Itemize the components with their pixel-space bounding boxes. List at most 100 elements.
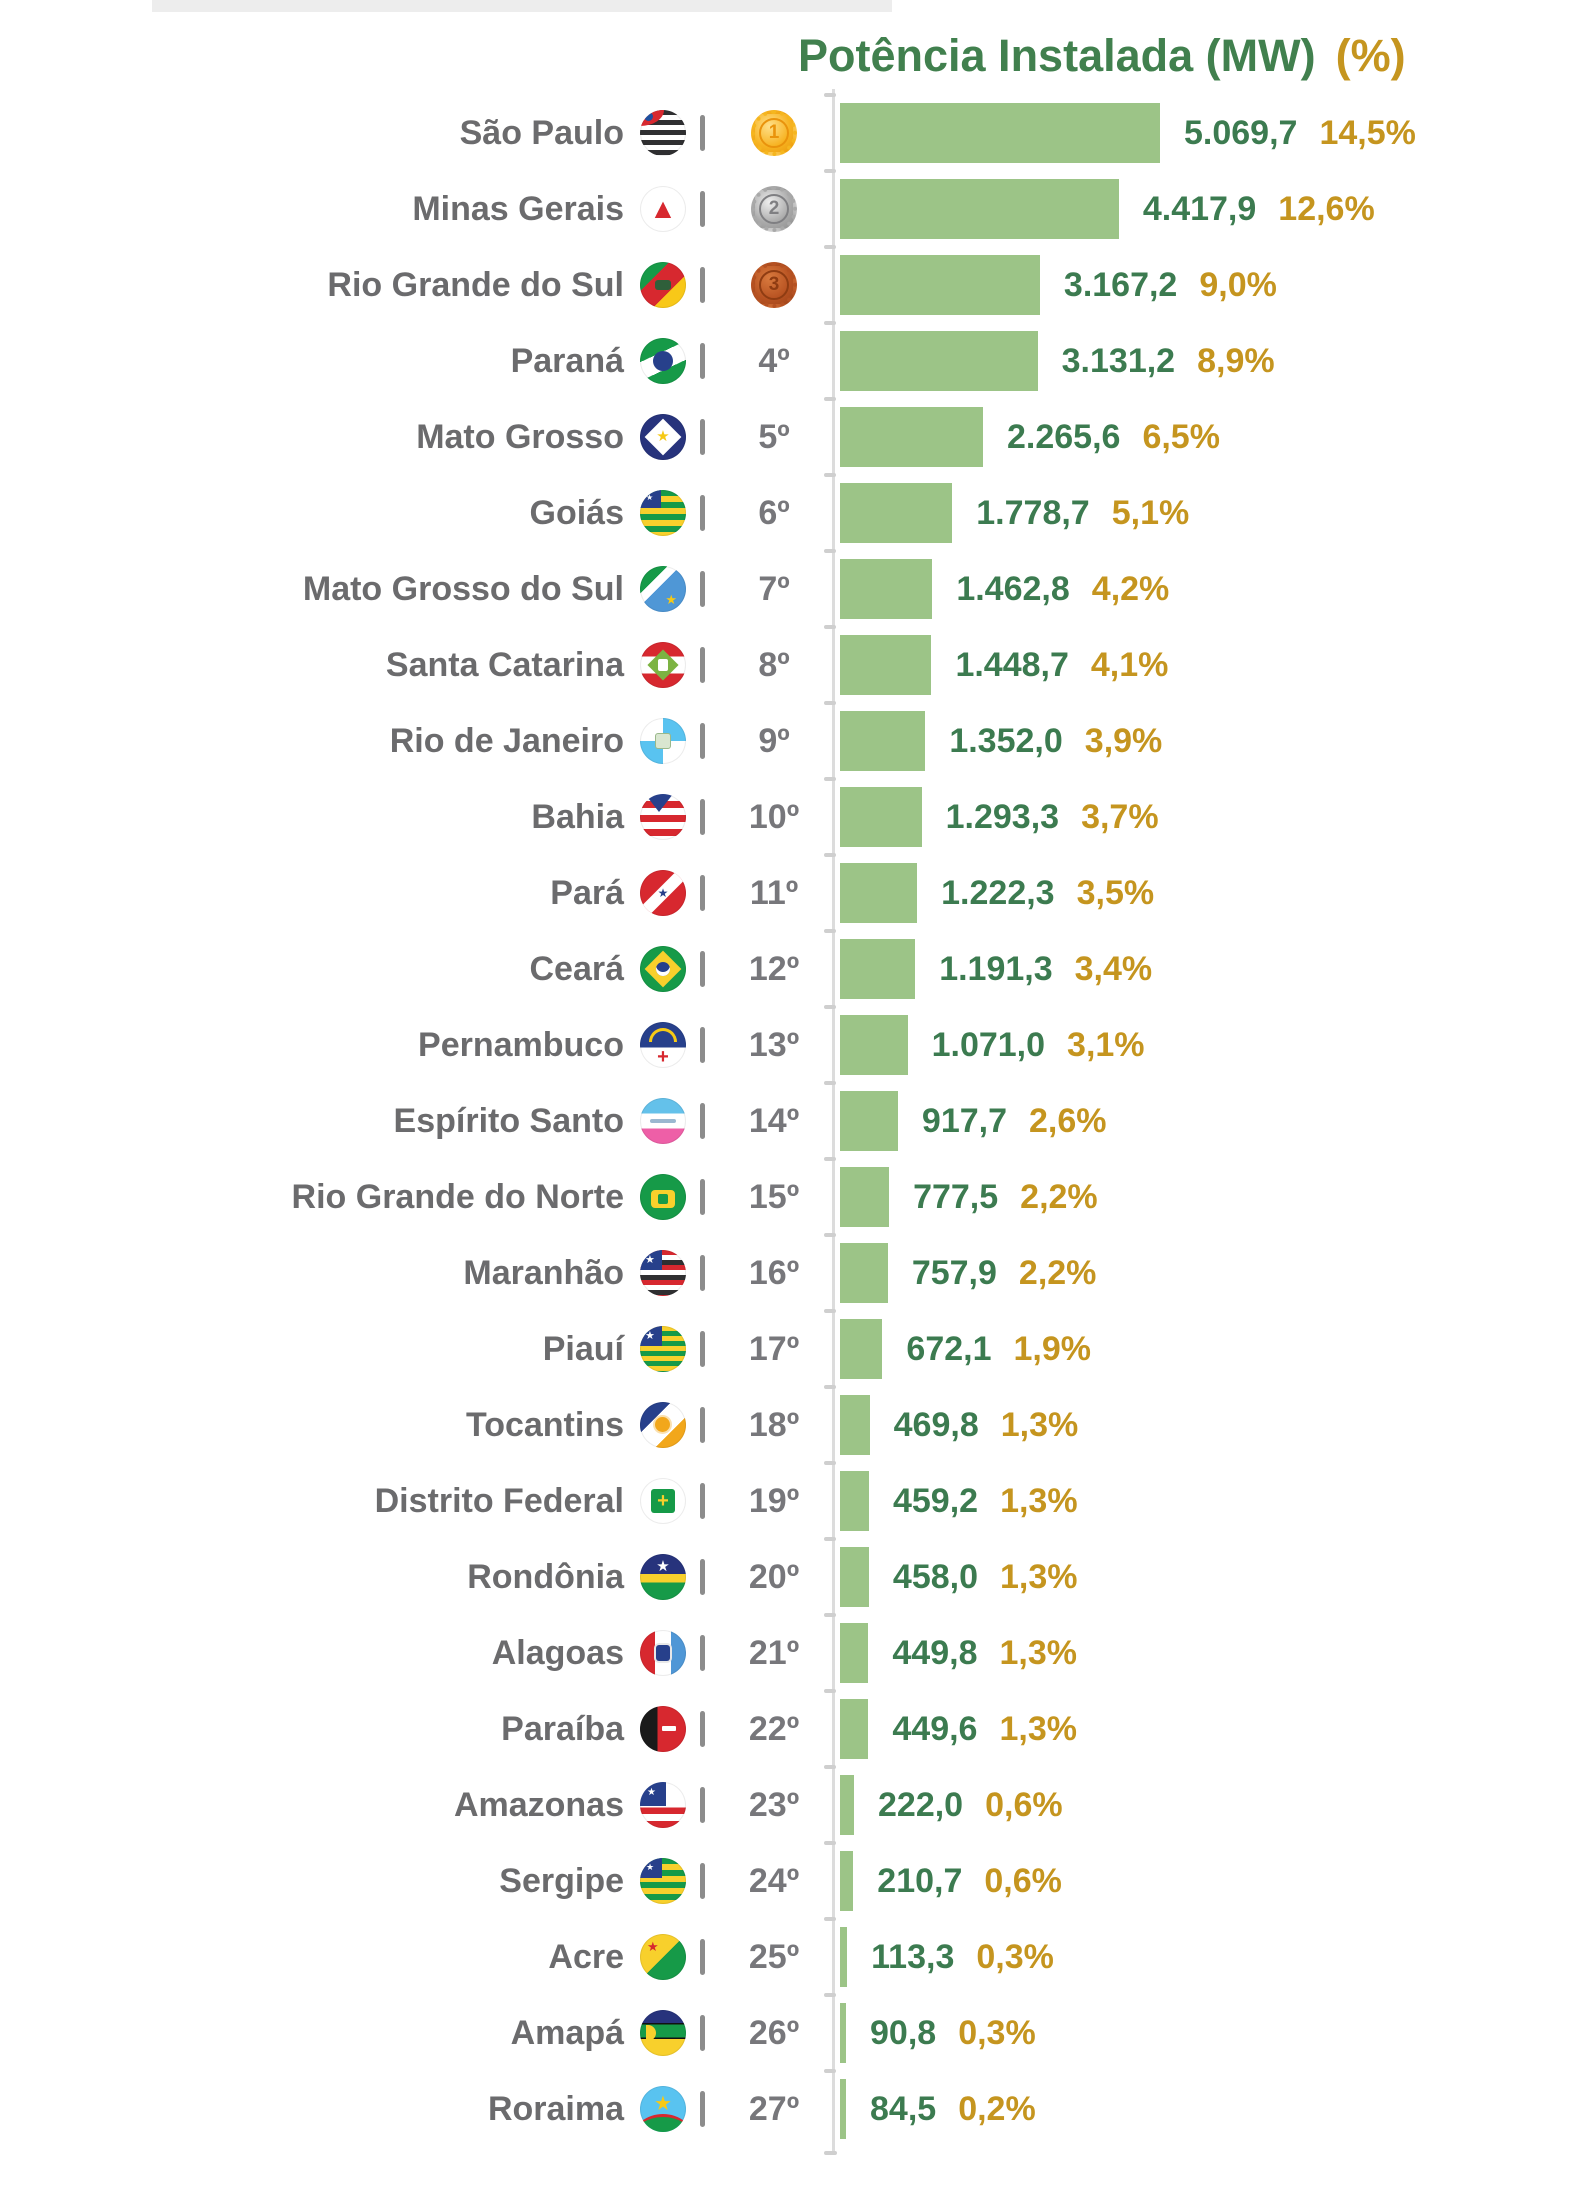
table-row: Goiás 6º 1.778,7 5,1% <box>0 473 1593 551</box>
table-row: Minas Gerais 2 4.417,9 12,6% <box>0 169 1593 247</box>
value-label: 672,1 <box>906 1329 992 1368</box>
table-row: Acre 25º 113,3 0,3% <box>0 1917 1593 1995</box>
separator-bar-icon <box>699 951 705 987</box>
rank-label: 16º <box>748 1253 800 1292</box>
flag-distrito-federal-icon <box>640 1478 686 1524</box>
rank-label: 18º <box>748 1405 800 1444</box>
state-label-cell: Rondônia <box>0 1539 686 1615</box>
rank-label: 9º <box>758 721 790 760</box>
medal-number: 2 <box>759 194 789 224</box>
separator-bar-icon <box>699 723 705 759</box>
state-name: Rio Grande do Sul <box>327 265 624 304</box>
separator-bar-icon <box>699 1939 705 1975</box>
flag-parana-icon <box>640 338 686 384</box>
medal-silver-icon: 2 <box>751 186 797 232</box>
value-label: 2.265,6 <box>1007 417 1121 456</box>
value-label: 4.417,9 <box>1142 189 1257 228</box>
rank-label: 5º <box>758 417 790 456</box>
separator-cell <box>686 1919 718 1995</box>
value-bar <box>840 711 926 771</box>
rank-cell: 1 <box>718 95 830 171</box>
state-name: Mato Grosso do Sul <box>302 569 624 608</box>
state-name: Bahia <box>531 797 624 836</box>
separator-bar-icon <box>699 419 705 455</box>
table-row: Bahia 10º 1.293,3 3,7% <box>0 777 1593 855</box>
state-label-cell: Acre <box>0 1919 686 1995</box>
rank-cell: 4º <box>718 323 830 399</box>
state-label-cell: Tocantins <box>0 1387 686 1463</box>
rank-label: 11º <box>749 873 799 912</box>
separator-cell <box>686 1083 718 1159</box>
state-name: Ceará <box>529 949 624 988</box>
rank-label: 25º <box>748 1937 800 1976</box>
table-row: Santa Catarina 8º 1.448,7 4,1% <box>0 625 1593 703</box>
bar-cell: 1.293,3 3,7% <box>824 777 1593 855</box>
rank-label: 10º <box>748 797 800 836</box>
rank-cell: 9º <box>718 703 830 779</box>
rank-cell: 3 <box>718 247 830 323</box>
bar-cell: 3.131,2 8,9% <box>824 321 1593 399</box>
rank-label: 6º <box>758 493 790 532</box>
rank-cell: 26º <box>718 1995 830 2071</box>
bar-cell: 672,1 1,9% <box>824 1309 1593 1387</box>
state-name: Roraima <box>487 2089 624 2128</box>
value-bar <box>840 1471 869 1531</box>
bar-cell: 449,6 1,3% <box>824 1689 1593 1767</box>
table-row: Mato Grosso 5º 2.265,6 6,5% <box>0 397 1593 475</box>
state-name: Alagoas <box>491 1633 624 1672</box>
state-label-cell: Goiás <box>0 475 686 551</box>
percent-label: 14,5% <box>1319 113 1416 152</box>
bar-cell: 5.069,7 14,5% <box>824 93 1593 171</box>
state-label-cell: Ceará <box>0 931 686 1007</box>
table-row: Mato Grosso do Sul 7º 1.462,8 4,2% <box>0 549 1593 627</box>
rank-cell: 16º <box>718 1235 830 1311</box>
top-decorative-strip <box>152 0 892 12</box>
state-label-cell: Rio de Janeiro <box>0 703 686 779</box>
value-label: 113,3 <box>871 1937 955 1976</box>
rank-cell: 22º <box>718 1691 830 1767</box>
value-bar <box>840 407 983 467</box>
separator-cell <box>686 1767 718 1843</box>
rank-cell: 10º <box>718 779 830 855</box>
medal-number: 1 <box>759 118 789 148</box>
value-bar <box>840 787 922 847</box>
state-label-cell: Mato Grosso <box>0 399 686 475</box>
value-bar <box>840 1243 888 1303</box>
rank-label: 27º <box>748 2089 800 2128</box>
separator-cell <box>686 627 718 703</box>
rank-label: 26º <box>748 2013 800 2052</box>
bar-cell: 459,2 1,3% <box>824 1461 1593 1539</box>
state-label-cell: Piauí <box>0 1311 686 1387</box>
percent-label: 3,5% <box>1076 873 1155 912</box>
state-name: Rondônia <box>467 1557 624 1596</box>
percent-label: 1,3% <box>999 1633 1077 1672</box>
value-label: 1.448,7 <box>955 645 1069 684</box>
table-row: Espírito Santo 14º 917,7 2,6% <box>0 1081 1593 1159</box>
table-row: Amazonas 23º 222,0 0,6% <box>0 1765 1593 1843</box>
table-row: Roraima 27º 84,5 0,2% <box>0 2069 1593 2147</box>
value-label: 90,8 <box>870 2013 937 2052</box>
percent-label: 2,6% <box>1029 1101 1107 1140</box>
bar-cell: 449,8 1,3% <box>824 1613 1593 1691</box>
separator-cell <box>686 2071 718 2147</box>
percent-label: 3,1% <box>1067 1025 1145 1064</box>
percent-label: 3,7% <box>1081 797 1159 836</box>
separator-bar-icon <box>699 1103 705 1139</box>
separator-bar-icon <box>699 647 705 683</box>
table-row: Rio de Janeiro 9º 1.352,0 3,9% <box>0 701 1593 779</box>
separator-bar-icon <box>699 2091 705 2127</box>
value-label: 757,9 <box>911 1253 997 1292</box>
state-label-cell: Paraná <box>0 323 686 399</box>
separator-cell <box>686 475 718 551</box>
separator-bar-icon <box>699 1711 705 1747</box>
chart-rows-area: São Paulo 1 5.069,7 14,5% Minas Gerais 2 <box>0 89 1593 2155</box>
table-row: São Paulo 1 5.069,7 14,5% <box>0 93 1593 171</box>
value-label: 1.071,0 <box>931 1025 1046 1064</box>
separator-bar-icon <box>699 571 705 607</box>
rank-label: 14º <box>748 1101 800 1140</box>
separator-bar-icon <box>699 267 705 303</box>
flag-roraima-icon <box>640 2086 686 2132</box>
table-row: Piauí 17º 672,1 1,9% <box>0 1309 1593 1387</box>
percent-label: 0,3% <box>976 1937 1054 1976</box>
